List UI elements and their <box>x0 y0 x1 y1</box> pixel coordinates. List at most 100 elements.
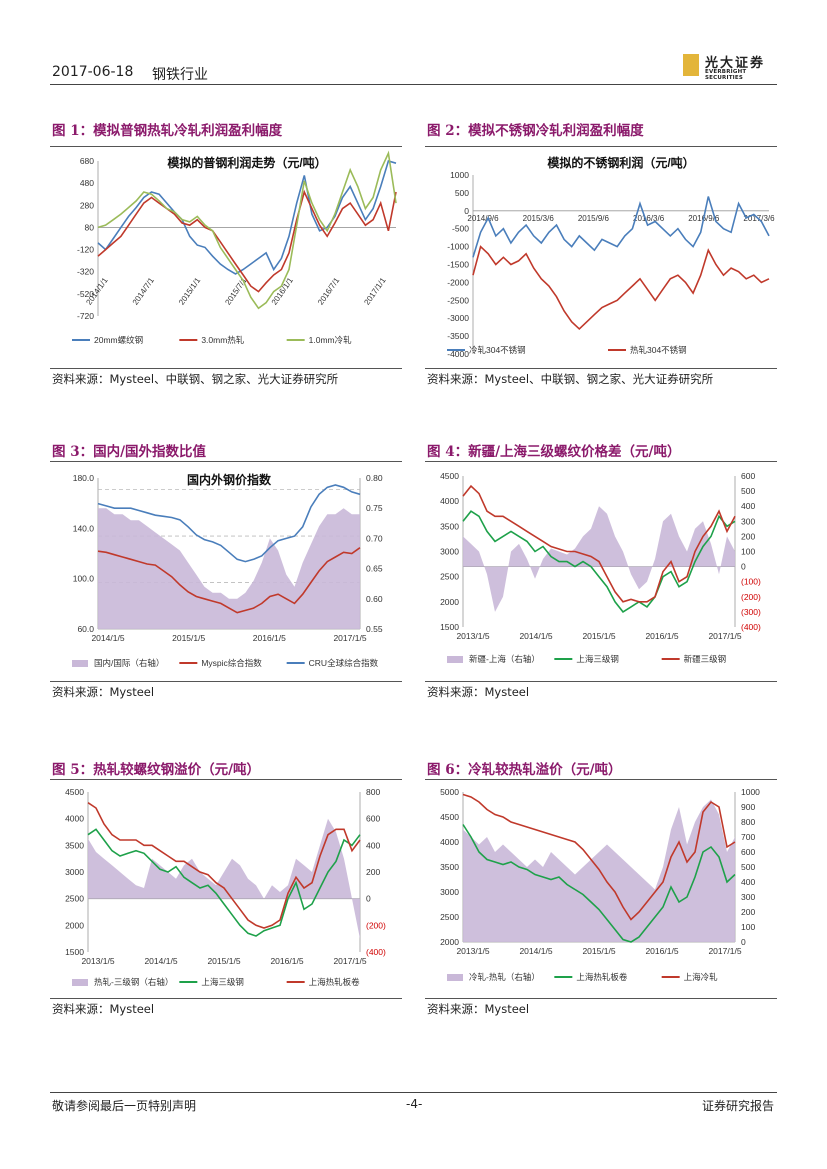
legend-label: 新疆三级钢 <box>684 654 727 664</box>
x-tick-label: 2014/1/5 <box>91 633 124 643</box>
x-tick-label: 2014/1/5 <box>519 946 552 956</box>
legend-swatch <box>447 656 463 663</box>
y2-tick-label: 200 <box>741 531 755 541</box>
x-tick-label: 2015/3/6 <box>523 214 555 223</box>
y-tick-label: 1000 <box>450 170 469 180</box>
legend-swatch <box>447 974 463 981</box>
y-tick-label: -720 <box>77 311 94 321</box>
legend-label: 国内/国际（右轴） <box>94 658 164 668</box>
x-tick-label: 2015/1/5 <box>582 946 615 956</box>
y-tick-label: 60.0 <box>77 624 94 634</box>
x-tick-label: 2016/3/6 <box>633 214 665 223</box>
y-tick-label: 180.0 <box>73 473 95 483</box>
x-tick-label: 2015/1/5 <box>207 956 240 966</box>
y-tick-label: 2500 <box>440 912 459 922</box>
legend-swatch <box>72 660 88 667</box>
y2-tick-label: 200 <box>741 907 755 917</box>
legend-label: 冷轧-热轧（右轴） <box>469 972 540 982</box>
y2-tick-label: 400 <box>366 840 380 850</box>
y-tick-label: 4000 <box>65 814 84 824</box>
x-tick-label: 2017/1/5 <box>333 956 366 966</box>
series-line-0 <box>97 160 397 275</box>
figure-3-source: 资料来源：Mysteel <box>52 685 155 699</box>
logo-icon <box>683 54 699 76</box>
y-tick-label: -4000 <box>447 349 469 359</box>
series-line-1 <box>87 828 361 937</box>
figure-3-frame: 180.0 140.0 100.0 60.0 0.80 0.75 0.70 0.65 0.60 0… <box>50 461 402 682</box>
x-tick-label: 2016/1/5 <box>253 633 286 643</box>
y-tick-label: 4500 <box>440 471 459 481</box>
y2-tick-label: 400 <box>741 501 755 511</box>
series-line-0 <box>472 196 770 258</box>
figure-3-title: 图 3：国内/国外指数比值 <box>52 444 207 460</box>
y-tick-label: 3500 <box>65 840 84 850</box>
y-tick-label: 5000 <box>440 787 459 797</box>
x-tick-label: 2015/1/1 <box>177 276 203 307</box>
figure-6-frame: 5000 4500 4000 3500 3000 2500 2000 1000 900 800 70… <box>425 779 777 999</box>
y2-tick-label: 300 <box>741 892 755 902</box>
series-line-1 <box>462 824 736 943</box>
y2-tick-label: (400) <box>741 622 761 632</box>
y2-tick-label: 0.75 <box>366 503 383 513</box>
series-area-0 <box>98 508 360 629</box>
y-tick-label: -2500 <box>447 295 469 305</box>
y2-tick-label: 800 <box>366 787 380 797</box>
footer-disclaimer: 敬请参阅最后一页特别声明 <box>52 1099 197 1113</box>
company-logo: 光大证券 EVERBRIGHT SECURITIES <box>683 52 783 82</box>
y2-tick-label: 0.70 <box>366 533 383 543</box>
series-line-2 <box>97 484 361 563</box>
figure-5-chart: 4500400035003000250020001500800600400200… <box>65 787 386 987</box>
y-tick-label: -3000 <box>447 313 469 323</box>
y-tick-label: 280 <box>80 200 94 210</box>
y2-tick-label: 600 <box>741 847 755 857</box>
y2-tick-label: (400) <box>366 947 386 957</box>
legend-label: 热轧304不锈钢 <box>630 345 687 355</box>
y2-tick-label: 0 <box>741 937 746 947</box>
x-tick-label: 2016/1/5 <box>270 956 303 966</box>
x-tick-label: 2016/1/5 <box>645 946 678 956</box>
figure-2-source: 资料来源：Mysteel、中联钢、钢之家、光大证券研究所 <box>427 372 714 386</box>
x-tick-label: 2014/9/6 <box>467 214 499 223</box>
x-tick-label: 2017/1/5 <box>708 946 741 956</box>
figure-2-frame: 1000 500 0 -500 -1000 -1500 -2000 -2500 -3000 -35… <box>425 146 777 369</box>
figure-2-title: 图 2：模拟不锈钢冷轧利润盈利幅度 <box>427 123 644 139</box>
y-tick-label: 4000 <box>440 837 459 847</box>
figure-5-source: 资料来源：Mysteel <box>52 1002 155 1016</box>
legend-label: 1.0mm冷轧 <box>309 335 352 345</box>
y-tick-label: 2500 <box>440 572 459 582</box>
legend-label: 热轧-三级钢（右轴） <box>94 977 173 987</box>
page-number: -4- <box>406 1097 423 1111</box>
x-tick-label: 2014/1/5 <box>144 956 177 966</box>
footer-report-type: 证券研究报告 <box>702 1099 775 1113</box>
legend-label: 上海热轧板卷 <box>309 977 361 987</box>
y-tick-label: -2000 <box>447 277 469 287</box>
y-tick-label: 3000 <box>440 887 459 897</box>
x-tick-label: 2017/1/5 <box>333 633 366 643</box>
y2-tick-label: 0.80 <box>366 473 383 483</box>
y2-tick-label: (100) <box>741 577 761 587</box>
legend-label: 3.0mm热轧 <box>201 335 244 345</box>
logo-en-text: EVERBRIGHT SECURITIES <box>705 69 747 81</box>
y2-tick-label: 100 <box>741 547 755 557</box>
figure-4-chart: 4500400035003000250020001500600500400300… <box>440 471 761 664</box>
y-tick-label: -500 <box>452 224 469 234</box>
series-area-0 <box>88 818 360 939</box>
chart-title: 模拟的普钢利润走势（元/吨） <box>167 155 326 170</box>
figure-2-chart: 1000 500 0 -500 -1000 -1500 -2000 -2500 -3000 -35… <box>447 155 775 359</box>
legend-label: 上海冷轧 <box>684 972 719 982</box>
report-date: 2017-06-18 <box>52 64 134 80</box>
figure-6-chart: 5000450040003500300025002000100090080070… <box>440 787 760 982</box>
industry-label: 钢铁行业 <box>152 67 208 83</box>
y-tick-label: 3500 <box>440 862 459 872</box>
y2-tick-label: (200) <box>366 920 386 930</box>
x-tick-label: 2016/1/5 <box>645 631 678 641</box>
x-tick-label: 2017/1/5 <box>708 631 741 641</box>
footer-divider <box>50 1092 777 1093</box>
y2-tick-label: (200) <box>741 592 761 602</box>
legend-label: CRU全球综合指数 <box>309 658 379 668</box>
y-tick-label: 1500 <box>65 947 84 957</box>
y-tick-label: 3000 <box>65 867 84 877</box>
x-tick-label: 2016/7/1 <box>316 276 342 307</box>
y2-tick-label: 0 <box>741 562 746 572</box>
y2-tick-label: 500 <box>741 486 755 496</box>
